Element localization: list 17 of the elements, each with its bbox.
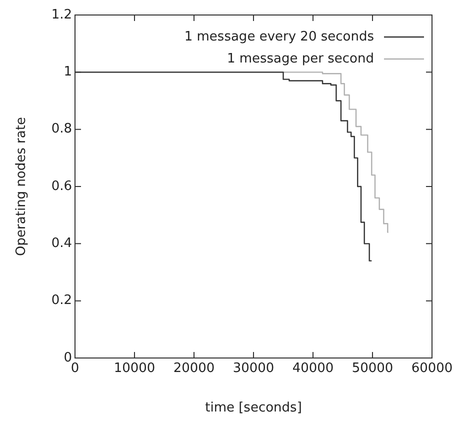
x-tick-label: 50000: [352, 361, 394, 376]
y-axis-title: Operating nodes rate: [14, 117, 30, 256]
legend-label: 1 message per second: [226, 51, 374, 66]
x-tick-label: 40000: [292, 361, 334, 376]
y-tick-label: 0.8: [51, 122, 72, 137]
y-tick-label: 1.2: [51, 7, 72, 22]
y-tick-label: 0.2: [51, 293, 72, 308]
x-tick-label: 20000: [173, 361, 215, 376]
legend-label: 1 message every 20 seconds: [184, 29, 374, 44]
y-tick-label: 1: [64, 64, 72, 80]
y-tick-label: 0.6: [51, 178, 72, 194]
x-tick-label: 10000: [114, 361, 156, 376]
y-tick-label: 0: [64, 350, 72, 366]
x-tick-label: 60000: [411, 361, 453, 376]
x-tick-label: 30000: [232, 361, 274, 376]
y-tick-label: 0.4: [51, 236, 72, 252]
x-axis-title: time [seconds]: [205, 400, 302, 416]
